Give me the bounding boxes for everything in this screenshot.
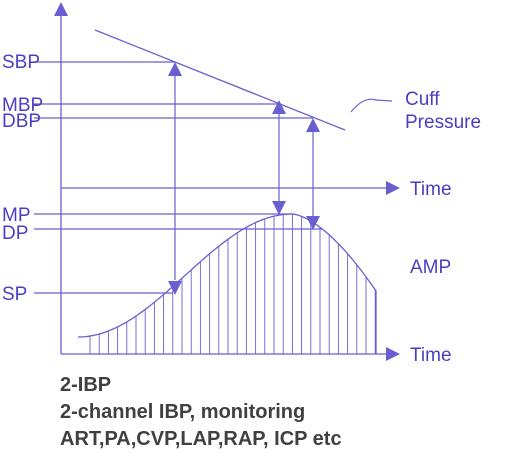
lower-time-axis-arrowhead	[386, 347, 400, 361]
upper-time-axis-arrowhead	[386, 181, 400, 195]
dbp-dp-arrow	[306, 118, 320, 230]
sbp-sp-arrow	[168, 62, 182, 295]
time-lower-label: Time	[410, 345, 452, 366]
pressure-label: Pressure	[405, 112, 481, 133]
caption-subtitle: 2-channel IBP, monitoring	[60, 401, 306, 423]
cuff-pressure-line	[94, 29, 346, 131]
cuff-pressure-leader	[350, 98, 393, 113]
y-axis-arrowhead	[54, 2, 68, 16]
dbp-label: DBP	[2, 111, 41, 132]
caption-list: ART,PA,CVP,LAP,RAP, ICP etc	[60, 428, 342, 450]
dp-label: DP	[2, 223, 28, 244]
mp-label: MP	[2, 205, 31, 226]
mbp-mp-arrow	[272, 100, 286, 215]
sp-label: SP	[2, 284, 27, 305]
time-upper-label: Time	[410, 179, 452, 200]
amplitude-envelope-curve	[78, 213, 377, 354]
amp-label: AMP	[410, 257, 451, 278]
sbp-label: SBP	[2, 52, 40, 73]
cuff-label: Cuff	[405, 89, 440, 110]
caption-title: 2-IBP	[60, 374, 112, 396]
mbp-label: MBP	[2, 95, 43, 116]
amplitude-hatch-lines	[89, 214, 376, 354]
caption-block: 2-IBP 2-channel IBP, monitoring ART,PA,C…	[60, 372, 342, 453]
